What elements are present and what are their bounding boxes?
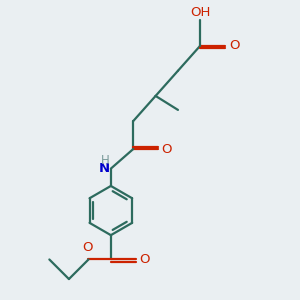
Text: N: N [98,162,110,175]
Text: H: H [101,154,110,167]
Text: O: O [229,39,239,52]
Text: O: O [82,242,92,254]
Text: O: O [140,253,150,266]
Text: O: O [162,142,172,156]
Text: OH: OH [190,6,211,19]
